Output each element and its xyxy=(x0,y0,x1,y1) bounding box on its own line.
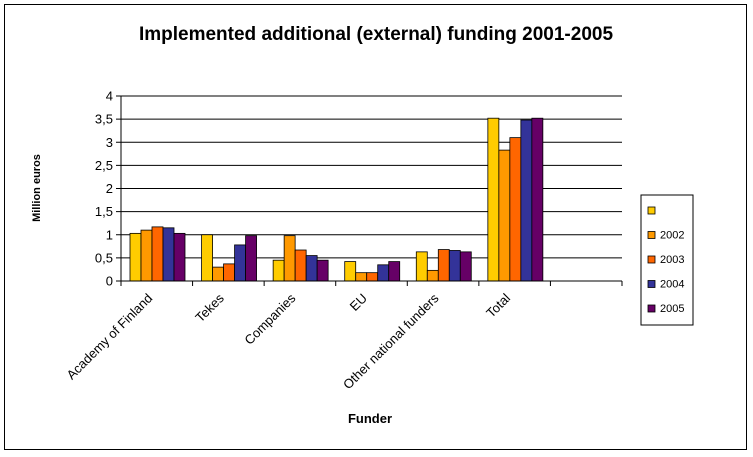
bar xyxy=(234,244,246,282)
bar xyxy=(437,249,450,282)
bar xyxy=(272,259,285,282)
bar xyxy=(366,272,379,282)
legend-swatch xyxy=(647,206,656,215)
bar xyxy=(377,264,390,282)
bar xyxy=(223,263,235,282)
y-tick-label: 3 xyxy=(106,135,113,150)
x-axis-title: Funder xyxy=(348,411,392,426)
legend-label: 2005 xyxy=(660,303,684,315)
y-tick-label: 2,5 xyxy=(95,158,113,173)
bar xyxy=(487,117,500,282)
bar xyxy=(415,251,428,282)
bar xyxy=(212,266,224,282)
bar xyxy=(294,249,307,282)
bar xyxy=(316,259,329,282)
axes xyxy=(116,95,623,286)
bar xyxy=(448,250,461,282)
y-tick-label: 3,5 xyxy=(95,112,113,127)
bar xyxy=(520,119,533,282)
y-tick-label: 2 xyxy=(106,181,113,196)
bar xyxy=(283,235,296,282)
bars xyxy=(129,117,544,282)
bar xyxy=(151,226,164,282)
x-tick-label: Companies xyxy=(241,290,298,347)
legend-swatch xyxy=(647,255,656,264)
legend-label: 2002 xyxy=(660,230,684,242)
y-tick-label: 1 xyxy=(106,227,113,242)
bar xyxy=(140,229,153,282)
y-axis-title: Million euros xyxy=(31,154,43,222)
gridlines xyxy=(121,95,622,259)
bar xyxy=(531,117,544,282)
bar xyxy=(129,232,142,282)
legend-swatch xyxy=(647,304,656,313)
bar xyxy=(388,261,401,282)
legend-swatch xyxy=(647,280,656,288)
bar xyxy=(459,251,472,282)
x-tick-label: EU xyxy=(347,291,370,314)
legend-label: 2003 xyxy=(660,254,684,266)
bar xyxy=(498,149,511,282)
x-tick-labels: Academy of Finland Tekes Companies EUOther … xyxy=(63,290,513,392)
x-tick-label: Total xyxy=(483,290,513,320)
chart-frame xyxy=(4,4,747,450)
bar xyxy=(305,255,318,282)
bar xyxy=(162,227,175,282)
bar xyxy=(173,232,186,282)
bar xyxy=(426,269,439,282)
bar xyxy=(509,137,522,282)
legend-swatch xyxy=(647,231,656,239)
y-tick-label: 0,5 xyxy=(95,250,113,265)
chart-title: Implemented additional (external) fundin… xyxy=(139,24,613,45)
y-tick-label: 4 xyxy=(106,89,113,104)
bar xyxy=(245,235,257,282)
bar xyxy=(355,272,368,282)
legend-label: 2004 xyxy=(660,279,684,291)
y-tick-labels: 0 0,5 1 1,5 2 2,5 3 3,5 4 xyxy=(95,89,113,289)
x-tick-label: Tekes xyxy=(192,290,227,325)
x-tick-label: Academy of Finland xyxy=(63,291,155,383)
bar xyxy=(201,234,213,282)
y-tick-label: 1,5 xyxy=(95,204,113,219)
legend: 2002 2003 2004 2005 xyxy=(640,194,694,326)
y-tick-label: 0 xyxy=(106,274,113,289)
bar xyxy=(344,261,357,282)
